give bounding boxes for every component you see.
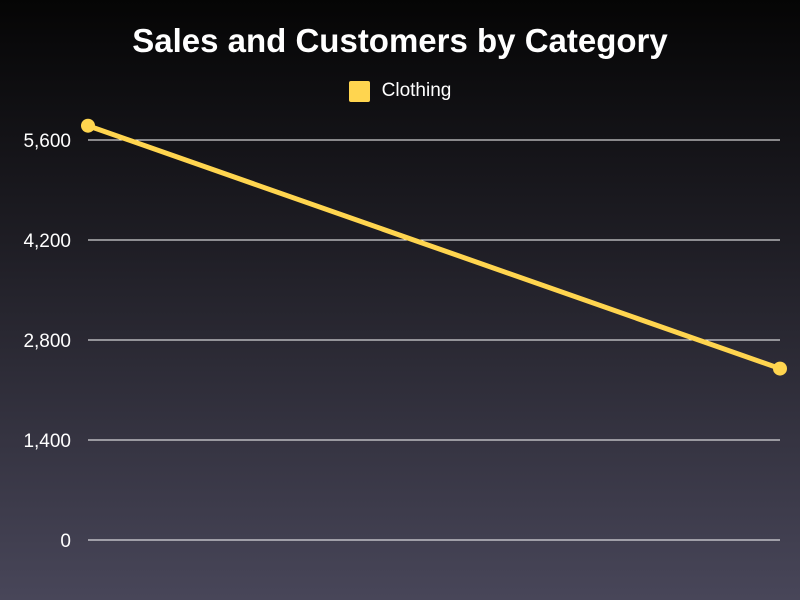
y-tick-label: 4,200: [23, 231, 71, 252]
y-axis-ticks: 0 1,400 2,800 4,200 5,600: [23, 131, 71, 552]
y-tick-label: 0: [60, 531, 71, 552]
data-point[interactable]: [773, 361, 787, 376]
series-line-clothing: [85, 123, 783, 372]
gridlines: [88, 139, 780, 541]
legend-label-clothing: Clothing: [381, 80, 452, 101]
legend-swatch-clothing: [348, 80, 370, 102]
legend: Clothing: [0, 80, 800, 102]
data-point[interactable]: [81, 118, 95, 133]
y-tick-label: 5,600: [23, 131, 71, 152]
series-layer: [81, 118, 787, 376]
y-tick-label: 2,800: [23, 331, 71, 352]
y-tick-label: 1,400: [23, 431, 71, 452]
chart-title: Sales and Customers by Category: [132, 22, 668, 59]
